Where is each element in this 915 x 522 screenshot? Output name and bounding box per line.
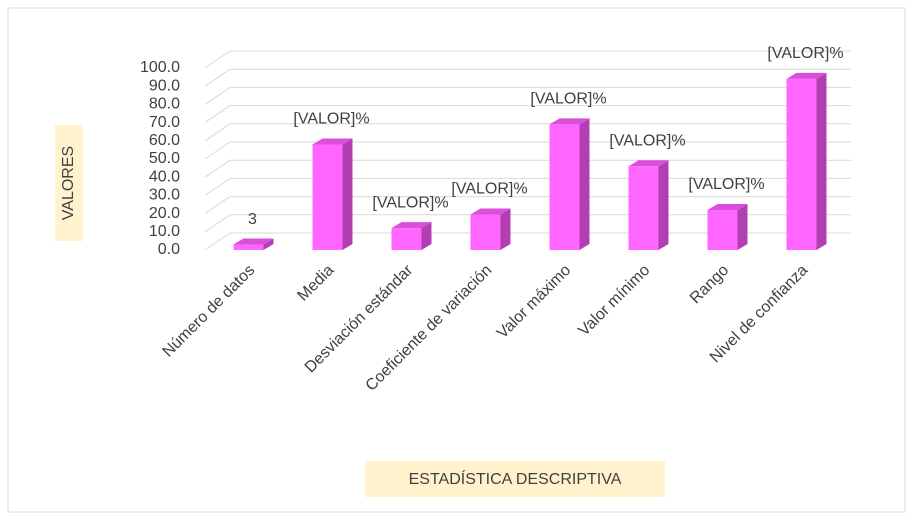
- y-tick-label: 30.0: [149, 187, 180, 204]
- x-label-box: [365, 461, 665, 497]
- data-label: [VALOR]%: [530, 91, 606, 108]
- bar-top: [707, 203, 748, 210]
- bar-side: [816, 72, 827, 250]
- data-label: [VALOR]%: [372, 194, 448, 211]
- data-label: [VALOR]%: [688, 176, 764, 193]
- data-label: [VALOR]%: [767, 45, 843, 62]
- bar: [786, 78, 817, 250]
- y-tick-label: 80.0: [149, 96, 180, 113]
- bar: [549, 124, 580, 250]
- grid-line: [204, 105, 231, 124]
- y-tick-label: 20.0: [149, 205, 180, 222]
- y-tick-label: 0.0: [158, 241, 180, 258]
- grid-line: [204, 177, 231, 196]
- bar-top: [312, 138, 353, 145]
- bar: [470, 214, 501, 250]
- y-tick-label: 50.0: [149, 150, 180, 167]
- grid-line: [204, 86, 231, 105]
- bar-side: [500, 208, 511, 250]
- bar-top: [233, 238, 274, 245]
- grid-line: [204, 232, 231, 251]
- grid-line: [204, 50, 231, 69]
- bar: [707, 209, 738, 250]
- bar: [312, 144, 343, 250]
- grid-line: [204, 68, 231, 87]
- grid-line: [204, 196, 231, 215]
- grid-line: [204, 159, 231, 178]
- grid-line: [204, 141, 231, 160]
- grid-line: [204, 214, 231, 233]
- bar-top: [391, 222, 432, 229]
- bar-side: [737, 203, 748, 250]
- x-axis-label: ESTADÍSTICA DESCRIPTIVA: [409, 469, 622, 488]
- y-tick-label: 60.0: [149, 132, 180, 149]
- y-tick-label: 40.0: [149, 168, 180, 185]
- bar-side: [579, 118, 590, 250]
- bar-side: [658, 160, 669, 250]
- bar-side: [421, 222, 432, 250]
- bar: [233, 244, 264, 250]
- y-tick-label: 70.0: [149, 114, 180, 131]
- y-tick-label: 10.0: [149, 223, 180, 240]
- chart-frame: [7, 7, 906, 513]
- bar-top: [786, 72, 827, 79]
- bar: [391, 228, 422, 250]
- bar-top: [549, 118, 590, 125]
- bar-side: [342, 138, 353, 250]
- bar-side: [263, 238, 274, 250]
- bar-top: [628, 160, 669, 167]
- data-label: 3: [248, 211, 257, 228]
- y-tick-label: 90.0: [149, 77, 180, 94]
- data-label: [VALOR]%: [451, 181, 527, 198]
- data-label: [VALOR]%: [609, 132, 685, 149]
- data-label: [VALOR]%: [293, 111, 369, 128]
- bar-top: [470, 208, 511, 215]
- y-axis-label: VALORES: [60, 146, 77, 220]
- bar: [628, 166, 659, 250]
- y-label-box: [55, 125, 83, 241]
- grid-line: [204, 123, 231, 142]
- y-tick-label: 100.0: [140, 59, 180, 76]
